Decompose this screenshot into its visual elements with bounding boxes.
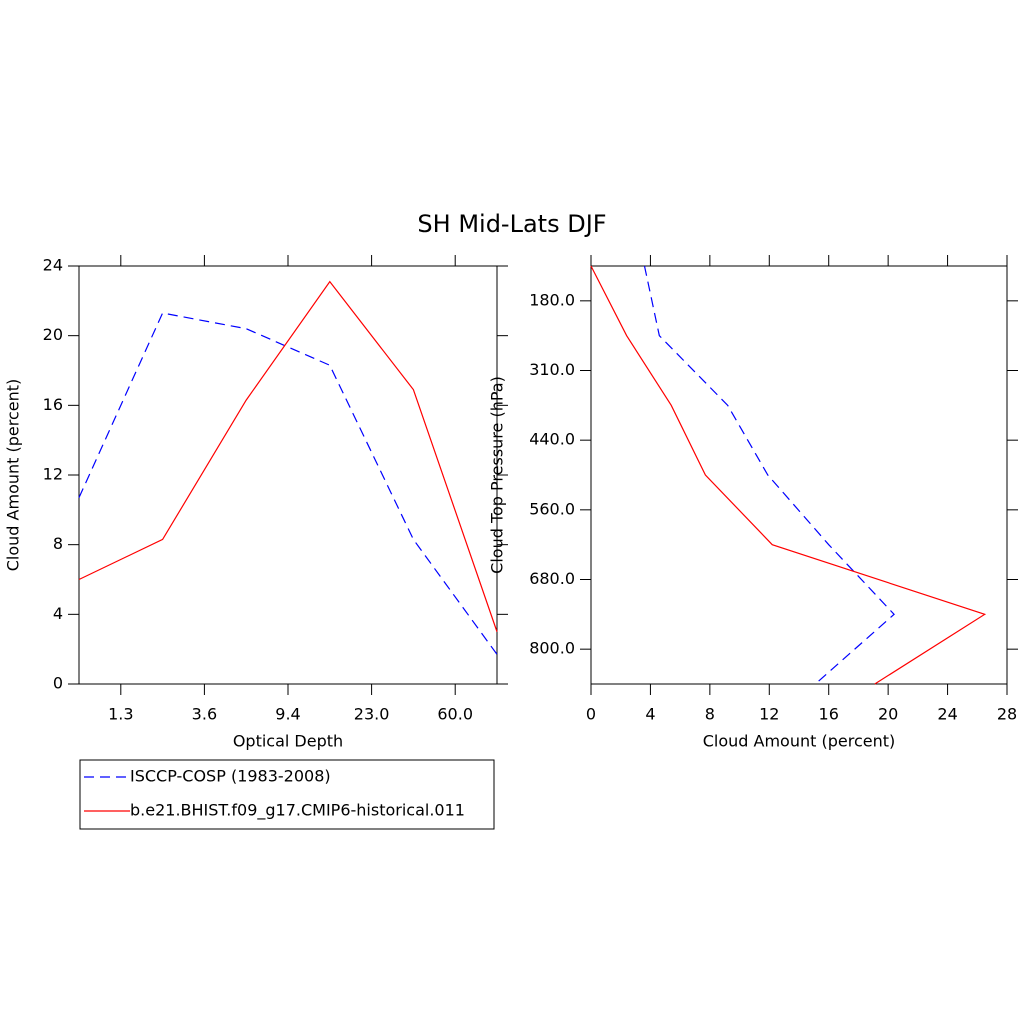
x-tick-label: 3.6 bbox=[192, 705, 217, 724]
series-line bbox=[78, 312, 498, 655]
x-tick-label: 12 bbox=[759, 705, 779, 724]
y-tick-label: 440.0 bbox=[529, 430, 575, 449]
series-line bbox=[643, 265, 895, 685]
y-axis-title: Cloud Top Pressure (hPa) bbox=[488, 376, 507, 574]
x-tick-label: 28 bbox=[997, 705, 1017, 724]
y-tick-label: 20 bbox=[43, 325, 63, 344]
y-axis-title: Cloud Amount (percent) bbox=[4, 379, 23, 572]
y-tick-label: 8 bbox=[53, 534, 63, 553]
legend-box bbox=[79, 759, 495, 830]
y-tick-label: 310.0 bbox=[529, 360, 575, 379]
x-tick-label: 16 bbox=[819, 705, 839, 724]
y-tick-label: 24 bbox=[43, 256, 63, 275]
figure-title: SH Mid-Lats DJF bbox=[417, 210, 606, 238]
y-tick-label: 4 bbox=[53, 604, 63, 623]
x-axis-title: Cloud Amount (percent) bbox=[703, 732, 896, 751]
series-line bbox=[590, 265, 987, 685]
series-line bbox=[78, 280, 498, 632]
x-tick-label: 24 bbox=[937, 705, 957, 724]
x-tick-label: 20 bbox=[878, 705, 898, 724]
y-tick-label: 16 bbox=[43, 395, 63, 414]
plot-frame bbox=[78, 265, 498, 685]
x-tick-label: 4 bbox=[645, 705, 655, 724]
x-tick-label: 23.0 bbox=[354, 705, 390, 724]
y-tick-label: 0 bbox=[53, 674, 63, 693]
x-tick-label: 8 bbox=[705, 705, 715, 724]
legend-label: ISCCP-COSP (1983-2008) bbox=[130, 767, 331, 786]
legend-label: b.e21.BHIST.f09_g17.CMIP6-historical.011 bbox=[130, 801, 465, 821]
x-axis-title: Optical Depth bbox=[233, 732, 343, 751]
plot-frame bbox=[590, 265, 1008, 685]
x-tick-label: 0 bbox=[586, 705, 596, 724]
x-tick-label: 60.0 bbox=[437, 705, 473, 724]
y-tick-label: 180.0 bbox=[529, 290, 575, 309]
y-tick-label: 680.0 bbox=[529, 569, 575, 588]
x-tick-label: 1.3 bbox=[108, 705, 133, 724]
y-tick-label: 12 bbox=[43, 465, 63, 484]
x-tick-label: 9.4 bbox=[275, 705, 300, 724]
y-tick-label: 800.0 bbox=[529, 639, 575, 658]
y-tick-label: 560.0 bbox=[529, 499, 575, 518]
